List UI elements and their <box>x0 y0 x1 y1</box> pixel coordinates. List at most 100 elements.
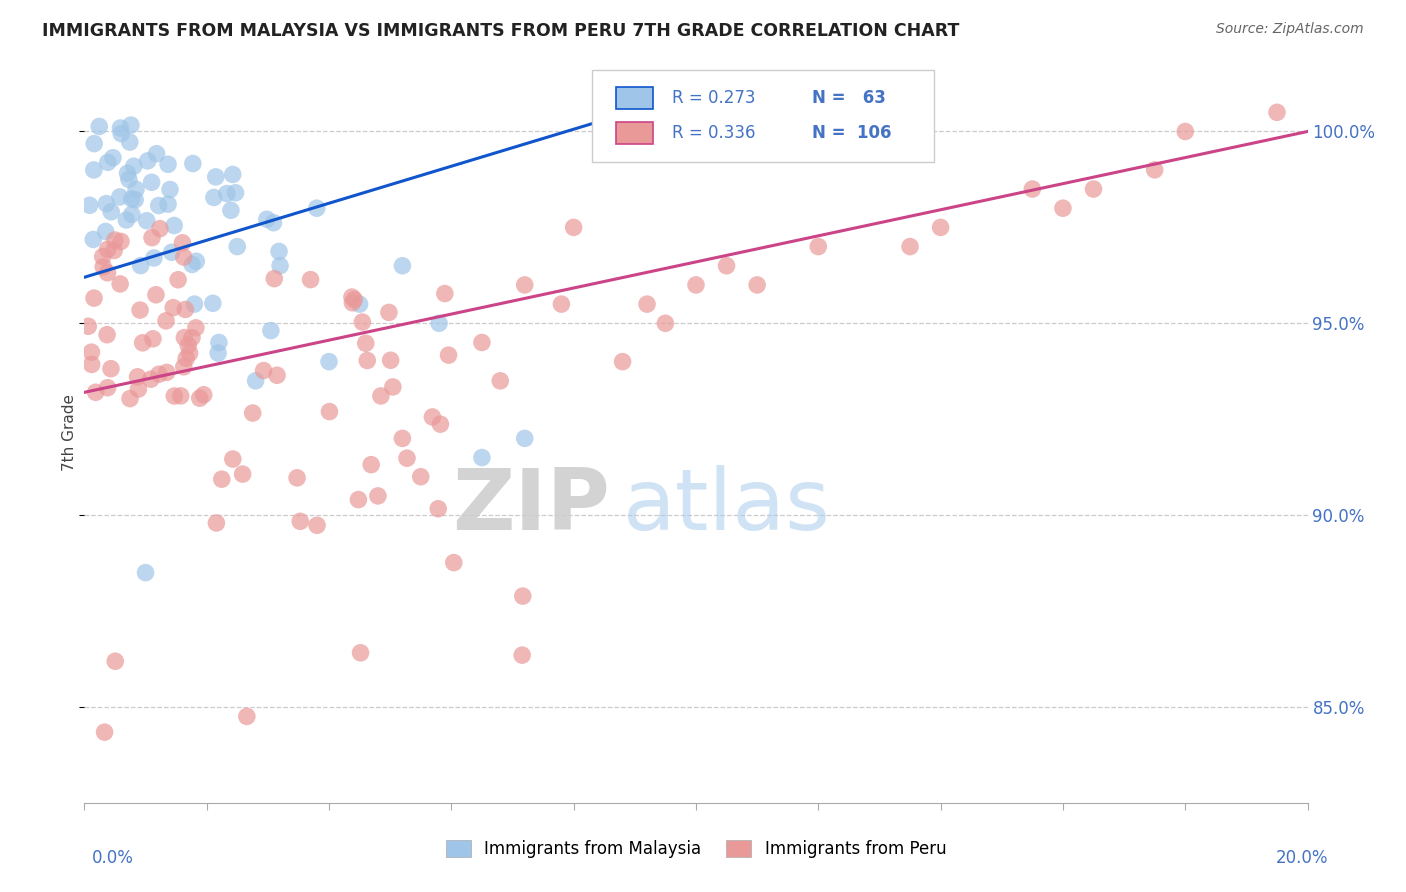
Point <box>163 389 186 403</box>
Point <box>110 120 132 135</box>
Point <box>80 345 103 359</box>
Point <box>148 368 170 382</box>
Point <box>162 301 184 315</box>
Point <box>898 239 921 253</box>
Point <box>167 273 190 287</box>
Point <box>513 431 536 445</box>
Point <box>179 346 201 360</box>
Point <box>77 319 100 334</box>
Point <box>96 327 118 342</box>
Point <box>131 335 153 350</box>
Point <box>242 406 264 420</box>
Point <box>370 389 392 403</box>
Point <box>267 244 290 259</box>
Point <box>747 277 769 292</box>
Point <box>139 372 162 386</box>
Point <box>562 220 585 235</box>
Point <box>429 417 451 432</box>
Point <box>260 324 283 338</box>
Point <box>433 286 456 301</box>
Point <box>96 196 118 211</box>
Point <box>318 404 340 418</box>
Point <box>121 207 143 221</box>
Point <box>118 172 141 186</box>
Point <box>349 297 371 311</box>
Point <box>269 259 291 273</box>
Text: Source: ZipAtlas.com: Source: ZipAtlas.com <box>1216 22 1364 37</box>
Point <box>299 272 322 286</box>
Point <box>118 135 141 149</box>
Point <box>381 380 404 394</box>
Y-axis label: 7th Grade: 7th Grade <box>62 394 76 471</box>
Point <box>181 331 204 345</box>
Point <box>157 197 180 211</box>
Point <box>83 291 105 305</box>
Point <box>391 259 413 273</box>
Point <box>222 168 245 182</box>
Point <box>612 354 634 368</box>
Point <box>685 277 707 292</box>
FancyBboxPatch shape <box>592 70 935 162</box>
Point <box>1174 124 1197 138</box>
Point <box>342 295 364 310</box>
Point <box>174 351 197 366</box>
Point <box>207 346 229 360</box>
Point <box>222 452 245 467</box>
Point <box>929 220 952 235</box>
Point <box>117 166 139 180</box>
Point <box>225 186 247 200</box>
Point <box>84 385 107 400</box>
Point <box>173 330 195 344</box>
Legend: Immigrants from Malaysia, Immigrants from Peru: Immigrants from Malaysia, Immigrants fro… <box>439 833 953 865</box>
Point <box>108 277 131 291</box>
Point <box>174 302 197 317</box>
Point <box>380 353 402 368</box>
Point <box>127 369 149 384</box>
Point <box>181 257 204 271</box>
Point <box>716 259 738 273</box>
Point <box>367 489 389 503</box>
Text: atlas: atlas <box>623 465 831 549</box>
Point <box>173 359 195 374</box>
Point <box>91 260 114 274</box>
FancyBboxPatch shape <box>616 87 654 109</box>
FancyBboxPatch shape <box>616 121 654 144</box>
Text: N =   63: N = 63 <box>813 89 886 107</box>
Point <box>266 368 288 383</box>
Point <box>125 182 148 196</box>
Point <box>352 315 374 329</box>
Point <box>263 216 285 230</box>
Point <box>129 303 152 318</box>
Point <box>422 409 444 424</box>
Point <box>188 391 211 405</box>
Point <box>318 354 340 368</box>
Point <box>391 431 413 445</box>
Point <box>173 250 195 264</box>
Point <box>356 353 378 368</box>
Point <box>636 297 658 311</box>
Text: 0.0%: 0.0% <box>91 849 134 867</box>
Point <box>149 221 172 235</box>
Point <box>141 230 163 244</box>
Point <box>170 389 193 403</box>
Point <box>83 136 105 151</box>
Point <box>129 259 152 273</box>
Point <box>183 297 205 311</box>
Point <box>409 469 432 483</box>
Point <box>91 250 114 264</box>
Point <box>100 204 122 219</box>
Point <box>145 146 167 161</box>
Point <box>550 297 572 311</box>
Point <box>136 153 159 168</box>
Point <box>93 725 115 739</box>
Point <box>157 157 180 171</box>
Point <box>124 193 146 207</box>
Point <box>1083 182 1105 196</box>
Point <box>89 120 111 134</box>
Point <box>108 190 131 204</box>
Point <box>1021 182 1043 196</box>
Point <box>349 646 371 660</box>
Point <box>1052 201 1074 215</box>
Point <box>122 159 145 173</box>
Point <box>205 516 228 530</box>
